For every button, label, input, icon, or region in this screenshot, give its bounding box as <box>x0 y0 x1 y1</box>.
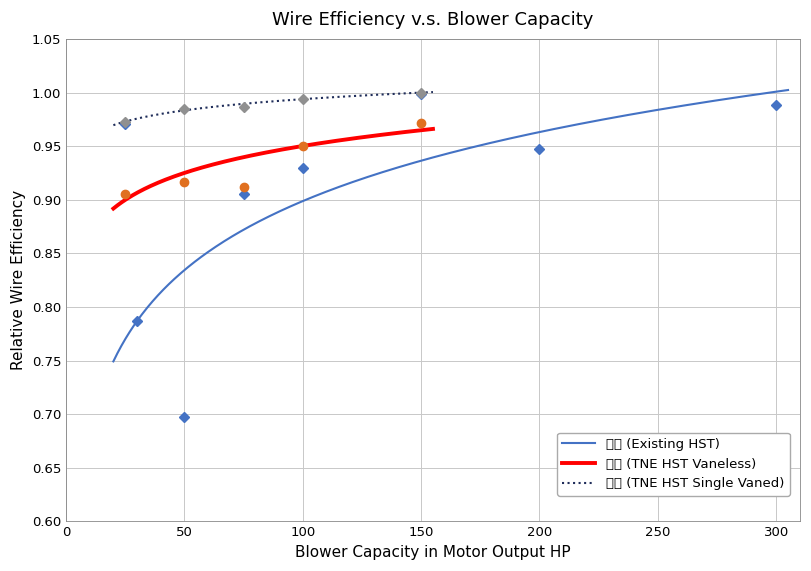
Legend: 로그 (Existing HST), 로그 (TNE HST Vaneless), 로그 (TNE HST Single Vaned): 로그 (Existing HST), 로그 (TNE HST Vaneless)… <box>557 433 790 496</box>
Y-axis label: Relative Wire Efficiency: Relative Wire Efficiency <box>11 190 26 371</box>
Title: Wire Efficiency v.s. Blower Capacity: Wire Efficiency v.s. Blower Capacity <box>272 11 594 29</box>
X-axis label: Blower Capacity in Motor Output HP: Blower Capacity in Motor Output HP <box>295 545 571 560</box>
